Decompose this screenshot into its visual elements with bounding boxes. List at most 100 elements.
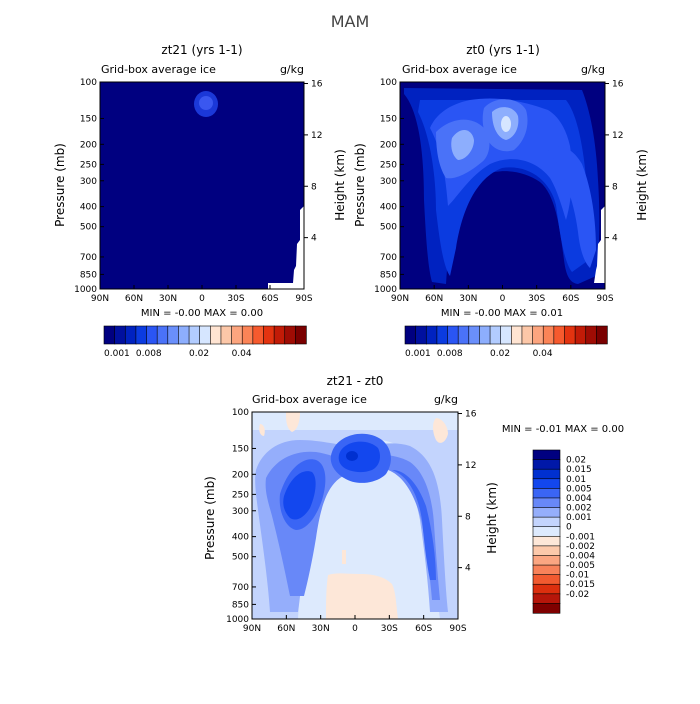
colorbar-label: -0.001 <box>566 532 595 542</box>
colorbar-swatch <box>167 325 180 345</box>
panel-zt0: zt0 (yrs 1-1) Grid-box average ice g/kg … <box>353 43 649 359</box>
colorbar-swatch <box>425 325 438 345</box>
stats-text: MIN = -0.00 MAX = 0.01 <box>441 308 563 319</box>
y-tick-label: 300 <box>232 507 249 517</box>
y-tick-label: 850 <box>80 270 97 280</box>
y-axis-label: Pressure (mb) <box>353 143 367 227</box>
colorbar-swatch <box>252 325 265 345</box>
x-tick-label: 30N <box>312 624 330 634</box>
colorbar-swatch <box>542 325 555 345</box>
y-tick-label: 700 <box>80 253 97 263</box>
y2-tick-label: 8 <box>465 512 471 522</box>
colorbar-swatch <box>457 325 470 345</box>
y2-tick-label: 4 <box>465 564 471 574</box>
colorbar-swatch <box>532 583 561 595</box>
colorbar-swatch <box>415 325 427 345</box>
colorbar-swatch <box>404 325 417 345</box>
colorbar-swatch <box>295 325 307 345</box>
colorbar-swatch <box>564 325 576 345</box>
colorbar-label: -0.005 <box>566 561 595 571</box>
colorbar-label: 0.002 <box>566 504 592 514</box>
colorbar-swatch <box>532 526 561 537</box>
y-tick-label: 250 <box>232 490 249 500</box>
y2-axis-label: Height (km) <box>333 149 347 220</box>
colorbar-swatch <box>532 564 561 576</box>
x-tick-label: 0 <box>199 294 205 304</box>
colorbar-label: -0.02 <box>566 590 589 600</box>
colorbar-swatch <box>521 325 534 345</box>
colorbar-swatch <box>263 325 275 345</box>
y2-axis-label: Height (km) <box>635 149 649 220</box>
y-tick-label: 500 <box>232 553 249 563</box>
y2-tick-label: 8 <box>612 182 618 192</box>
colorbar-swatch <box>532 535 561 547</box>
colorbar-swatch <box>146 325 158 345</box>
colorbar-swatch <box>532 488 561 499</box>
panel-zt21: zt21 (yrs 1-1) Grid-box average ice g/kg… <box>53 43 347 359</box>
y-tick-label: 400 <box>380 203 397 213</box>
y-tick-label: 1000 <box>74 285 97 295</box>
y2-axis-label: Height (km) <box>485 482 499 553</box>
y-tick-label: 150 <box>380 114 397 124</box>
colorbar-label: 0.001 <box>104 349 130 359</box>
x-tick-label: 60N <box>277 624 295 634</box>
colorbar-swatch <box>532 555 561 566</box>
heatmap-field <box>100 82 304 289</box>
panel-title: zt21 (yrs 1-1) <box>161 43 242 57</box>
colorbar-label: 0.004 <box>566 494 592 504</box>
x-tick-label: 90S <box>449 624 466 634</box>
y-tick-label: 850 <box>232 600 249 610</box>
colorbar-swatch <box>532 468 561 480</box>
colorbar-swatch <box>489 325 502 345</box>
y-tick-label: 300 <box>380 177 397 187</box>
y-tick-label: 150 <box>232 444 249 454</box>
colorbar-swatch <box>188 325 201 345</box>
y-tick-label: 500 <box>80 223 97 233</box>
x-tick-label: 30N <box>459 294 477 304</box>
y2-tick-label: 16 <box>465 410 477 420</box>
y-tick-label: 500 <box>380 223 397 233</box>
y2-tick-label: 16 <box>311 80 323 90</box>
y2-tick-label: 4 <box>612 234 618 244</box>
x-tick-label: 60S <box>415 624 432 634</box>
heatmap-field <box>400 82 605 289</box>
colorbar-swatch <box>231 325 243 345</box>
y-tick-label: 300 <box>80 177 97 187</box>
y2-tick-label: 12 <box>311 131 322 141</box>
colorbar-swatch <box>210 325 222 345</box>
colorbar-zt0: 0.001 0.008 0.02 0.04 <box>404 325 608 359</box>
colorbar-swatch <box>178 325 190 345</box>
y2-tick-label: 8 <box>311 182 317 192</box>
colorbar-swatch <box>468 325 481 345</box>
panel-units: g/kg <box>581 63 605 76</box>
panel-variable: Grid-box average ice <box>252 393 367 406</box>
x-tick-label: 0 <box>352 624 358 634</box>
x-tick-label: 60N <box>125 294 143 304</box>
colorbar-swatch <box>553 325 566 345</box>
colorbar-swatch <box>532 593 561 605</box>
colorbar-swatch <box>532 516 561 528</box>
colorbar-swatch <box>436 325 449 345</box>
colorbar-swatch <box>532 449 561 461</box>
colorbar-label: 0.04 <box>232 349 252 359</box>
colorbar-label: 0 <box>566 523 572 533</box>
colorbar-zt21: 0.001 0.008 0.02 0.04 <box>103 325 307 359</box>
y-tick-label: 200 <box>80 140 97 150</box>
panel-variable: Grid-box average ice <box>402 63 517 76</box>
y-axis-label: Pressure (mb) <box>203 476 217 560</box>
colorbar-label: 0.015 <box>566 465 592 475</box>
colorbar-label: 0.008 <box>136 349 162 359</box>
x-tick-label: 30S <box>528 294 545 304</box>
y-tick-label: 200 <box>380 140 397 150</box>
colorbar-swatch <box>114 325 126 345</box>
x-tick-label: 30N <box>159 294 177 304</box>
y-tick-label: 1000 <box>374 285 397 295</box>
colorbar-swatch <box>532 459 561 470</box>
colorbar-swatch <box>511 325 523 345</box>
y2-tick-label: 12 <box>465 461 476 471</box>
panel-difference: zt21 - zt0 Grid-box average ice g/kg 90N… <box>203 374 624 634</box>
stats-text: MIN = -0.01 MAX = 0.00 <box>502 424 624 435</box>
colorbar-swatch <box>585 325 598 345</box>
